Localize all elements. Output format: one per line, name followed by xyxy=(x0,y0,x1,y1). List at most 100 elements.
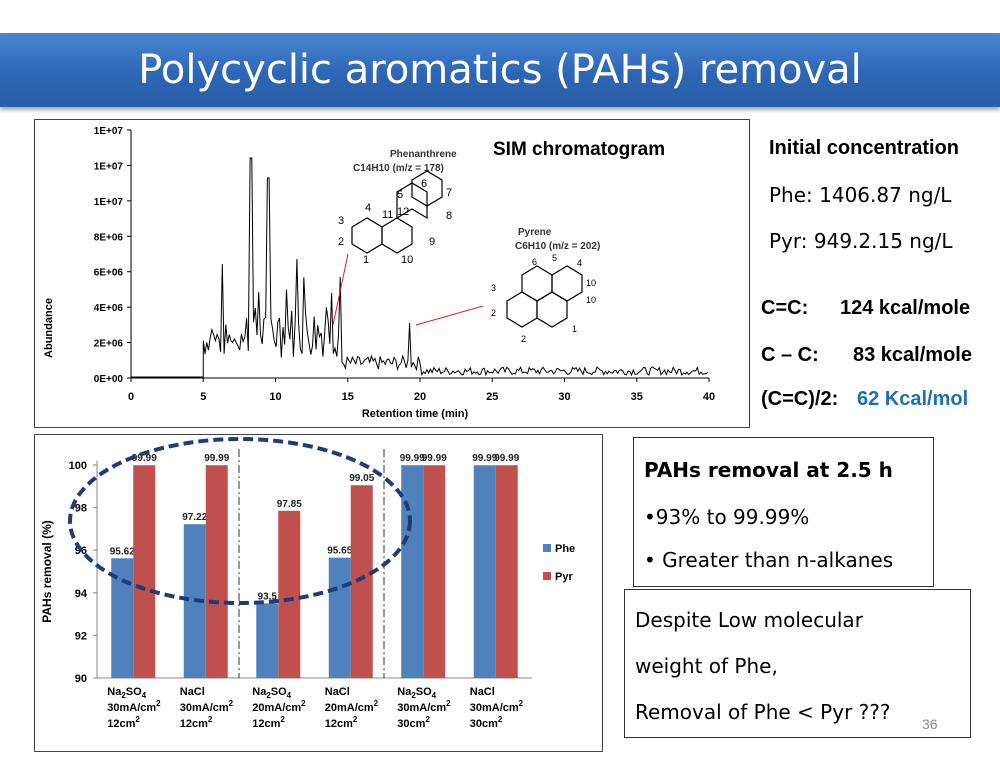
energy-value-3: 62 Kcal/mol xyxy=(857,388,969,410)
legend-label-phe: Phe xyxy=(555,543,575,555)
svg-text:10: 10 xyxy=(401,254,413,266)
legend-swatch-pyr xyxy=(543,572,551,580)
pyrene-name: Pyrene xyxy=(518,227,552,238)
chromatogram-figure: 0 5 10 15 20 25 30 35 400E+002E+064E+066E+068E+0… xyxy=(43,126,715,420)
pyrene-arrow xyxy=(415,305,484,326)
chromatogram-y-tick-label: 1E+07 xyxy=(94,197,124,208)
legend-label-pyr: Pyr xyxy=(555,571,573,583)
bar-value-label: 99.99 xyxy=(400,453,425,464)
svg-text:9: 9 xyxy=(429,236,435,248)
note-line-3: Removal of Phe < Pyr ??? xyxy=(635,700,891,724)
bar-category-label: NaCl xyxy=(180,686,205,698)
svg-text:2: 2 xyxy=(338,236,344,248)
bar-y-axis-label: PAHs removal (%) xyxy=(40,520,54,622)
chromatogram-x-tick-label: 40 xyxy=(703,391,715,403)
chromatogram-y-tick-label: 6E+06 xyxy=(94,268,124,279)
chromatogram-panel: 0 5 10 15 20 25 30 35 40 0E+00 2E+06 4E+06 6E+06 8E+0… xyxy=(34,119,750,428)
bar-value-label: 99.99 xyxy=(472,453,497,464)
bar-category-label: 30mA/cm2 xyxy=(107,699,161,714)
chromatogram-y-tick-label: 1E+07 xyxy=(94,126,124,137)
chromatogram-y-tick-label: 0E+00 xyxy=(94,374,124,385)
highlight-ellipse xyxy=(68,437,412,605)
bar-category-label: NaCl xyxy=(325,686,350,698)
bar-phe xyxy=(111,558,134,678)
bar-pyr xyxy=(133,465,156,678)
bar-category-label: 12cm2 xyxy=(180,715,213,730)
bar-y-tick-label: 100 xyxy=(69,460,87,472)
chromatogram-ylabel: Abundance xyxy=(43,298,55,358)
bar-pyr xyxy=(495,465,518,678)
bar-category-label: NaCl xyxy=(470,686,495,698)
chromatogram-x-tick-label: 20 xyxy=(414,391,426,403)
energy-bond-3: (C=C)/2: xyxy=(761,388,839,410)
svg-text:10: 10 xyxy=(586,295,596,305)
chromatogram-y-tick-label: 2E+06 xyxy=(94,339,124,350)
note-box: Despite Low molecular weight of Phe, Rem… xyxy=(624,589,971,738)
bar-value-label: 99.99 xyxy=(204,453,229,464)
chromatogram-xlabel: Retention time (min) xyxy=(362,408,469,420)
bar-value-label: 99.99 xyxy=(422,453,447,464)
svg-text:3: 3 xyxy=(338,215,344,227)
svg-text:5: 5 xyxy=(552,253,557,263)
removal-bullet-1: •93% to 99.99% xyxy=(644,505,810,529)
chromatogram-y-tick-label: 8E+06 xyxy=(94,232,124,243)
svg-text:2: 2 xyxy=(521,334,526,344)
bar-pyr xyxy=(278,510,301,678)
bar-category-label: 30cm2 xyxy=(397,715,430,730)
bar-category-label: 12cm2 xyxy=(252,715,285,730)
initial-pyr: Pyr: 949.2.15 ng/L xyxy=(769,229,953,253)
svg-text:2: 2 xyxy=(491,308,496,318)
bar-pyr xyxy=(205,465,228,678)
pyrene-atom-numbers: 6 5 4 3 10 10 2 1 2 xyxy=(491,253,596,344)
svg-text:4: 4 xyxy=(365,202,371,214)
sim-chromatogram-label: SIM chromatogram xyxy=(493,139,665,160)
chromatogram-y-tick-label: 1E+07 xyxy=(94,161,124,172)
chromatogram-x-tick-label: 25 xyxy=(486,391,498,403)
bar-chart-panel: 90 92 94 96 98 100 PAHs removal (%) 95.62 99.99 N… xyxy=(34,434,603,752)
bar-y-tick-label: 92 xyxy=(75,630,87,642)
bar-y-tick-label: 98 xyxy=(75,503,87,515)
bar-category-label: 20mA/cm2 xyxy=(252,699,306,714)
phenanthrene-arrow xyxy=(332,253,349,326)
bar-phe xyxy=(473,465,496,678)
bar-value-label: 95.65 xyxy=(327,546,352,557)
bar-category-label: 30cm2 xyxy=(470,715,503,730)
energy-bond-2: C – C: xyxy=(761,344,819,366)
bar-category-label: 30mA/cm2 xyxy=(470,699,524,714)
svg-text:8: 8 xyxy=(446,210,452,222)
slide-title: Polycyclic aromatics (PAHs) removal xyxy=(138,47,862,93)
svg-text:5: 5 xyxy=(397,189,403,201)
removal-bullet-2: • Greater than n-alkanes xyxy=(644,548,894,572)
note-line-1: Despite Low molecular xyxy=(635,608,863,632)
bar-value-label: 97.22 xyxy=(182,512,207,523)
svg-text:1: 1 xyxy=(363,254,369,266)
note-line-2: weight of Phe, xyxy=(635,654,778,678)
bar-value-label: 95.62 xyxy=(110,546,135,557)
phenanthrene-formula: C14H10 (m/z = 178) xyxy=(353,163,444,174)
initial-concentration-heading: Initial concentration xyxy=(769,137,960,159)
bar-phe xyxy=(328,557,351,678)
svg-text:6: 6 xyxy=(421,178,427,190)
pyrene-structure-icon xyxy=(506,265,583,328)
svg-text:7: 7 xyxy=(446,187,452,199)
removal-summary-box: PAHs removal at 2.5 h •93% to 99.99% • G… xyxy=(633,437,934,587)
bar-category-label: 30mA/cm2 xyxy=(397,699,451,714)
removal-heading: PAHs removal at 2.5 h xyxy=(644,458,893,482)
bar-phe xyxy=(256,603,279,678)
svg-text:6: 6 xyxy=(532,257,537,267)
svg-text:10: 10 xyxy=(586,278,596,288)
bar-value-label: 99.05 xyxy=(349,473,374,484)
phenanthrene-atom-numbers: 3 2 1 10 9 8 7 6 5 4 11 12 xyxy=(338,178,452,266)
energy-bond-1: C=C: xyxy=(761,297,809,319)
chromatogram-x-tick-label: 5 xyxy=(200,391,206,403)
svg-text:12: 12 xyxy=(397,206,409,218)
bar-category-label: Na2SO4 xyxy=(397,686,436,700)
bar-category-label: Na2SO4 xyxy=(252,686,291,700)
bar-category-label: 20mA/cm2 xyxy=(325,699,379,714)
bar-category-label: 12cm2 xyxy=(107,715,140,730)
svg-text:3: 3 xyxy=(491,283,496,293)
svg-text:11: 11 xyxy=(382,209,393,221)
bar-value-label: 99.99 xyxy=(494,453,519,464)
title-bar: Polycyclic aromatics (PAHs) removal xyxy=(0,33,1000,107)
